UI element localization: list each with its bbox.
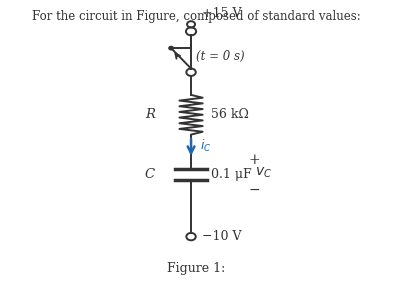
Text: $v_C$: $v_C$ bbox=[255, 166, 272, 180]
Text: 56 kΩ: 56 kΩ bbox=[211, 108, 249, 121]
Text: (t = 0 s): (t = 0 s) bbox=[196, 50, 245, 63]
Text: $i_C$: $i_C$ bbox=[200, 138, 212, 154]
Text: 0.1 μF: 0.1 μF bbox=[211, 168, 252, 181]
Text: −: − bbox=[249, 183, 261, 197]
Text: Figure 1:: Figure 1: bbox=[167, 262, 226, 275]
Text: R: R bbox=[145, 108, 155, 121]
Text: −10 V: −10 V bbox=[202, 230, 241, 243]
Circle shape bbox=[169, 47, 173, 50]
Text: +15 V: +15 V bbox=[202, 7, 241, 20]
Text: For the circuit in Figure, composed of standard values:: For the circuit in Figure, composed of s… bbox=[32, 10, 361, 23]
Text: +: + bbox=[249, 153, 261, 167]
Text: C: C bbox=[145, 168, 155, 181]
